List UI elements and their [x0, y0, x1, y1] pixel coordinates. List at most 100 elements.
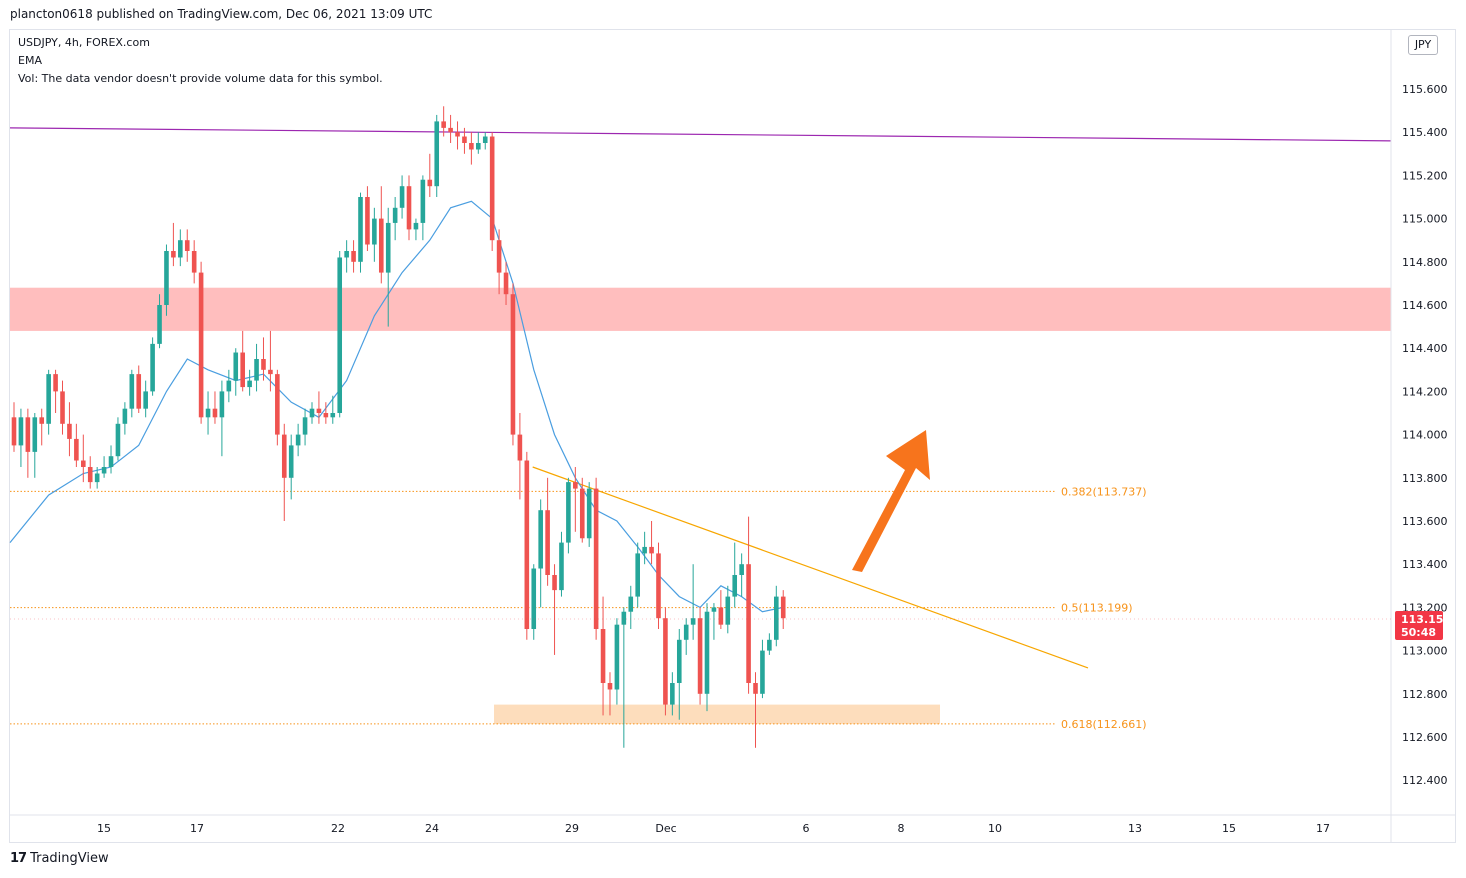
candle-body: [462, 136, 467, 143]
time-tick-label: 22: [331, 822, 345, 835]
candle-body: [524, 460, 530, 629]
candle-body: [129, 374, 135, 409]
candle: [254, 343, 259, 392]
candle: [25, 408, 31, 478]
candle: [171, 222, 176, 267]
time-tick-label: 13: [1128, 822, 1142, 835]
candle: [351, 240, 356, 273]
tradingview-logo-icon[interactable]: 17: [10, 851, 27, 866]
candle-body: [517, 434, 523, 461]
price-tick-label: 113.000: [1402, 645, 1448, 658]
candle: [275, 369, 280, 446]
candle: [607, 672, 613, 716]
candle-body: [718, 607, 724, 625]
candle-body: [448, 127, 453, 133]
candle-body: [101, 467, 107, 474]
candle-body: [191, 251, 197, 273]
candle: [690, 564, 696, 640]
candle-body: [621, 611, 627, 625]
candle-body: [531, 568, 537, 629]
candle-body: [767, 639, 772, 651]
candle: [392, 197, 398, 241]
candle-body: [510, 294, 516, 435]
candle-body: [683, 624, 689, 640]
candle: [399, 175, 405, 219]
candle: [226, 369, 232, 403]
candle-body: [25, 417, 31, 452]
price-tag-countdown: 50:48: [1401, 626, 1436, 639]
candle: [53, 369, 58, 413]
lines-layer: [9, 127, 1392, 669]
candle: [157, 294, 162, 349]
candle-body: [732, 575, 738, 597]
candle: [344, 240, 349, 273]
candle-body: [476, 143, 481, 150]
candle: [378, 186, 384, 284]
candle: [566, 477, 571, 554]
candle: [302, 408, 308, 446]
candle-body: [427, 179, 433, 187]
candle: [586, 482, 592, 547]
candle: [510, 283, 516, 446]
candle-body: [399, 186, 405, 208]
arrow-up-icon: [852, 430, 930, 572]
currency-button[interactable]: JPY: [1408, 35, 1438, 55]
candle: [656, 542, 661, 629]
price-tick-label: 114.000: [1402, 429, 1448, 442]
candle-body: [469, 143, 474, 150]
candle-body: [240, 352, 245, 388]
candle-body: [739, 564, 744, 575]
candle-body: [87, 467, 93, 483]
candle: [247, 369, 252, 396]
candle-body: [198, 272, 204, 418]
candle-body: [559, 542, 564, 591]
candle: [441, 106, 446, 137]
time-tick-label: 29: [565, 822, 579, 835]
candle-body: [275, 374, 280, 435]
price-tick-label: 115.000: [1402, 213, 1448, 226]
symbol-label[interactable]: USDJPY, 4h, FOREX.com: [18, 36, 150, 49]
price-tag-value: 113.151: [1401, 613, 1451, 626]
brand-label[interactable]: TradingView: [30, 851, 109, 866]
candle: [309, 402, 315, 424]
time-tick-label: Dec: [655, 822, 676, 835]
resistance-line: [9, 127, 1392, 142]
candle: [129, 369, 135, 418]
candle: [358, 192, 363, 273]
candle-body: [434, 121, 440, 187]
candle: [67, 402, 72, 457]
fib-level-label: 0.5(113.199): [1061, 602, 1133, 615]
candle-body: [670, 683, 675, 705]
candle: [108, 445, 114, 474]
candle: [676, 629, 682, 720]
ema-label[interactable]: EMA: [18, 54, 42, 67]
candle: [663, 607, 668, 716]
candle-body: [150, 343, 155, 392]
candle-body: [295, 434, 301, 446]
time-tick-label: 10: [988, 822, 1002, 835]
candle-body: [593, 488, 599, 629]
price-tick-label: 112.800: [1402, 688, 1448, 701]
candle-body: [164, 251, 169, 305]
volume-note: Vol: The data vendor doesn't provide vol…: [18, 72, 383, 85]
time-tick-label: 6: [803, 822, 810, 835]
time-axis: 15 17 22 24 29 Dec 6 8 10 13 15 17: [10, 814, 1456, 835]
candle-body: [94, 473, 100, 483]
candle: [233, 348, 239, 396]
candle: [316, 391, 322, 424]
candle-body: [663, 618, 668, 705]
candle: [489, 132, 495, 251]
candle-body: [566, 482, 571, 543]
candle-body: [184, 240, 190, 251]
candle-body: [586, 488, 592, 539]
chart-legend: USDJPY, 4h, FOREX.com EMA Vol: The data …: [18, 34, 383, 88]
candle: [406, 175, 412, 241]
fib-layer: 0.382(113.737) 0.5(113.199) 0.618(112.661): [10, 485, 1147, 731]
candle-body: [496, 240, 502, 273]
candles-layer: [11, 106, 786, 748]
candle: [184, 229, 190, 262]
candle-body: [545, 510, 550, 575]
candle: [545, 477, 550, 586]
candle-body: [600, 629, 606, 683]
